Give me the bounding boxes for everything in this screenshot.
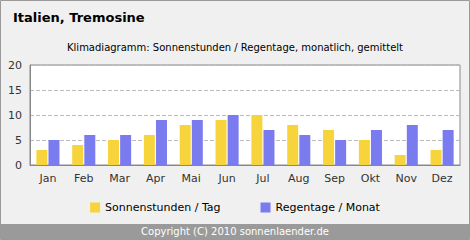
svg-text:Jun: Jun xyxy=(217,172,235,185)
svg-text:Sep: Sep xyxy=(324,172,345,185)
svg-text:Copyright (C) 2010 sonnenlaend: Copyright (C) 2010 sonnenlaender.de xyxy=(141,226,329,237)
svg-text:Dez: Dez xyxy=(432,172,453,185)
svg-text:Mar: Mar xyxy=(109,172,130,185)
svg-text:Sonnenstunden / Tag: Sonnenstunden / Tag xyxy=(105,201,220,214)
svg-text:Okt: Okt xyxy=(361,172,381,185)
svg-text:0: 0 xyxy=(15,159,22,172)
svg-text:10: 10 xyxy=(8,109,22,122)
svg-text:Regentage / Monat: Regentage / Monat xyxy=(276,201,381,214)
svg-text:Jul: Jul xyxy=(255,172,269,185)
svg-text:Jan: Jan xyxy=(38,172,56,185)
svg-text:Mai: Mai xyxy=(182,172,201,185)
svg-text:Apr: Apr xyxy=(146,172,166,185)
svg-text:Klimadiagramm: Sonnenstunden /: Klimadiagramm: Sonnenstunden / Regentage… xyxy=(67,42,403,53)
svg-text:5: 5 xyxy=(15,134,22,147)
svg-text:15: 15 xyxy=(8,84,22,97)
svg-text:Italien, Tremosine: Italien, Tremosine xyxy=(13,10,145,25)
svg-text:Aug: Aug xyxy=(288,172,309,185)
svg-text:Nov: Nov xyxy=(396,172,418,185)
svg-text:20: 20 xyxy=(8,59,22,72)
svg-text:Feb: Feb xyxy=(74,172,93,185)
